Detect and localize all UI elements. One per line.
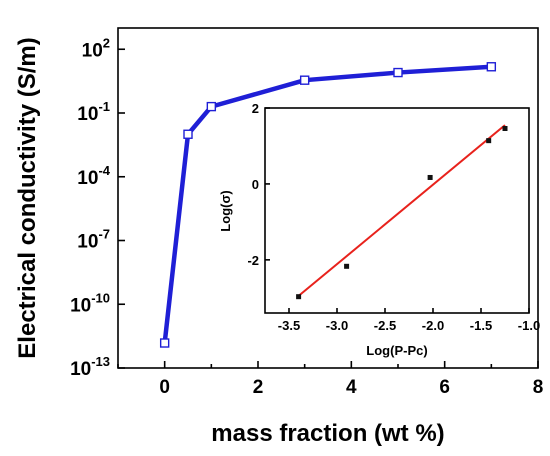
- inset-x-tick-label: -3.0: [326, 318, 348, 333]
- main-data-point: [393, 67, 403, 78]
- main-x-tick-label: 4: [346, 377, 357, 398]
- main-y-tick-label: 10-1: [77, 99, 110, 125]
- inset-x-tick-label: -2.0: [422, 318, 444, 333]
- main-y-tick-label: 10-7: [77, 227, 110, 253]
- inset-data-point: [486, 138, 492, 144]
- inset-data-point: [502, 126, 508, 131]
- main-data-point: [159, 338, 170, 348]
- main-y-tick-label: 102: [82, 35, 110, 61]
- main-data-point: [299, 75, 310, 85]
- inset-y-tick-label: 2: [252, 101, 259, 116]
- main-x-axis-label: mass fraction (wt %): [211, 420, 444, 447]
- main-x-tick-label: 2: [253, 377, 264, 398]
- inset-x-axis-label: Log(P-Pc): [366, 343, 427, 358]
- inset-fit-line: [297, 124, 506, 297]
- inset-x-tick-label: -3.5: [278, 318, 300, 333]
- main-y-tick-label: 10-4: [77, 163, 110, 189]
- main-series-line: [162, 64, 492, 344]
- main-data-point: [206, 101, 217, 112]
- inset-y-tick-label: -2: [247, 253, 259, 268]
- inset-x-tick-label: -2.5: [374, 318, 396, 333]
- inset-x-tick-label: -1.5: [470, 318, 492, 333]
- main-x-tick-label: 0: [159, 377, 170, 398]
- inset-x-tick-label: -1.0: [518, 318, 540, 333]
- main-y-tick-label: 10-10: [70, 290, 110, 316]
- main-data-point: [183, 129, 193, 139]
- inset-data-point: [344, 263, 350, 269]
- inset-y-tick-label: 0: [252, 177, 259, 192]
- main-y-axis-label: Electrical conductivity (S/m): [14, 37, 41, 358]
- main-data-point: [486, 62, 497, 72]
- inset-chart: -3.5 -3.0 -2.5 -2.0 -1.5 -1.0 2 0 -2 Log(P-Pc) L…: [218, 101, 540, 358]
- inset-data-point: [427, 174, 433, 180]
- main-x-tick-label: 6: [439, 377, 450, 398]
- main-x-tick-label: 8: [533, 377, 544, 398]
- inset-y-axis-label: Log(σ): [218, 190, 233, 231]
- inset-data-point: [296, 294, 302, 300]
- main-y-tick-label: 10-13: [70, 354, 110, 380]
